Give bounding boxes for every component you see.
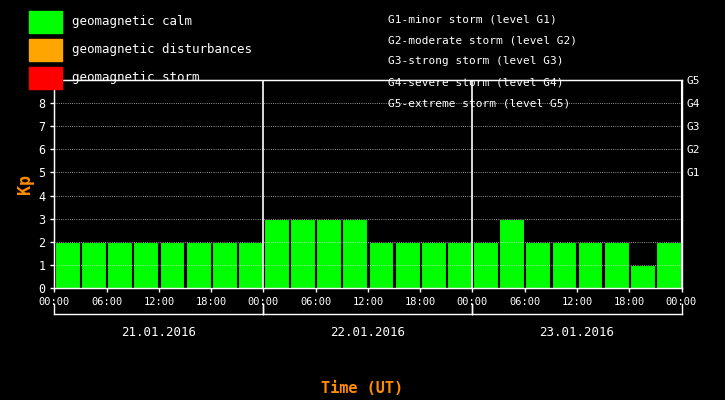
Bar [604,242,629,288]
Bar [212,242,236,288]
Y-axis label: Kp: Kp [16,174,34,194]
Text: geomagnetic storm: geomagnetic storm [72,72,200,84]
Text: geomagnetic disturbances: geomagnetic disturbances [72,44,252,56]
Bar [186,242,210,288]
Bar [81,242,106,288]
Text: G1-minor storm (level G1): G1-minor storm (level G1) [388,14,557,24]
Text: Time (UT): Time (UT) [321,381,404,396]
Bar [133,242,158,288]
Bar [368,242,394,288]
Text: G4-severe storm (level G4): G4-severe storm (level G4) [388,78,563,88]
Text: 22.01.2016: 22.01.2016 [331,326,405,339]
Bar [316,219,341,288]
Bar [473,242,498,288]
Bar [526,242,550,288]
Bar [447,242,472,288]
Bar [264,219,289,288]
Bar [394,242,420,288]
Bar [238,242,262,288]
Bar [656,242,681,288]
Bar [160,242,184,288]
Bar [552,242,576,288]
Bar [630,265,655,288]
Bar [342,219,368,288]
Bar [290,219,315,288]
Text: G3-strong storm (level G3): G3-strong storm (level G3) [388,56,563,66]
Bar [578,242,602,288]
Bar [500,219,524,288]
Text: G5-extreme storm (level G5): G5-extreme storm (level G5) [388,99,570,109]
Text: 21.01.2016: 21.01.2016 [121,326,196,339]
Text: G2-moderate storm (level G2): G2-moderate storm (level G2) [388,35,577,45]
Bar [55,242,80,288]
Text: geomagnetic calm: geomagnetic calm [72,16,193,28]
Text: 23.01.2016: 23.01.2016 [539,326,615,339]
Bar [107,242,132,288]
Bar [420,242,446,288]
